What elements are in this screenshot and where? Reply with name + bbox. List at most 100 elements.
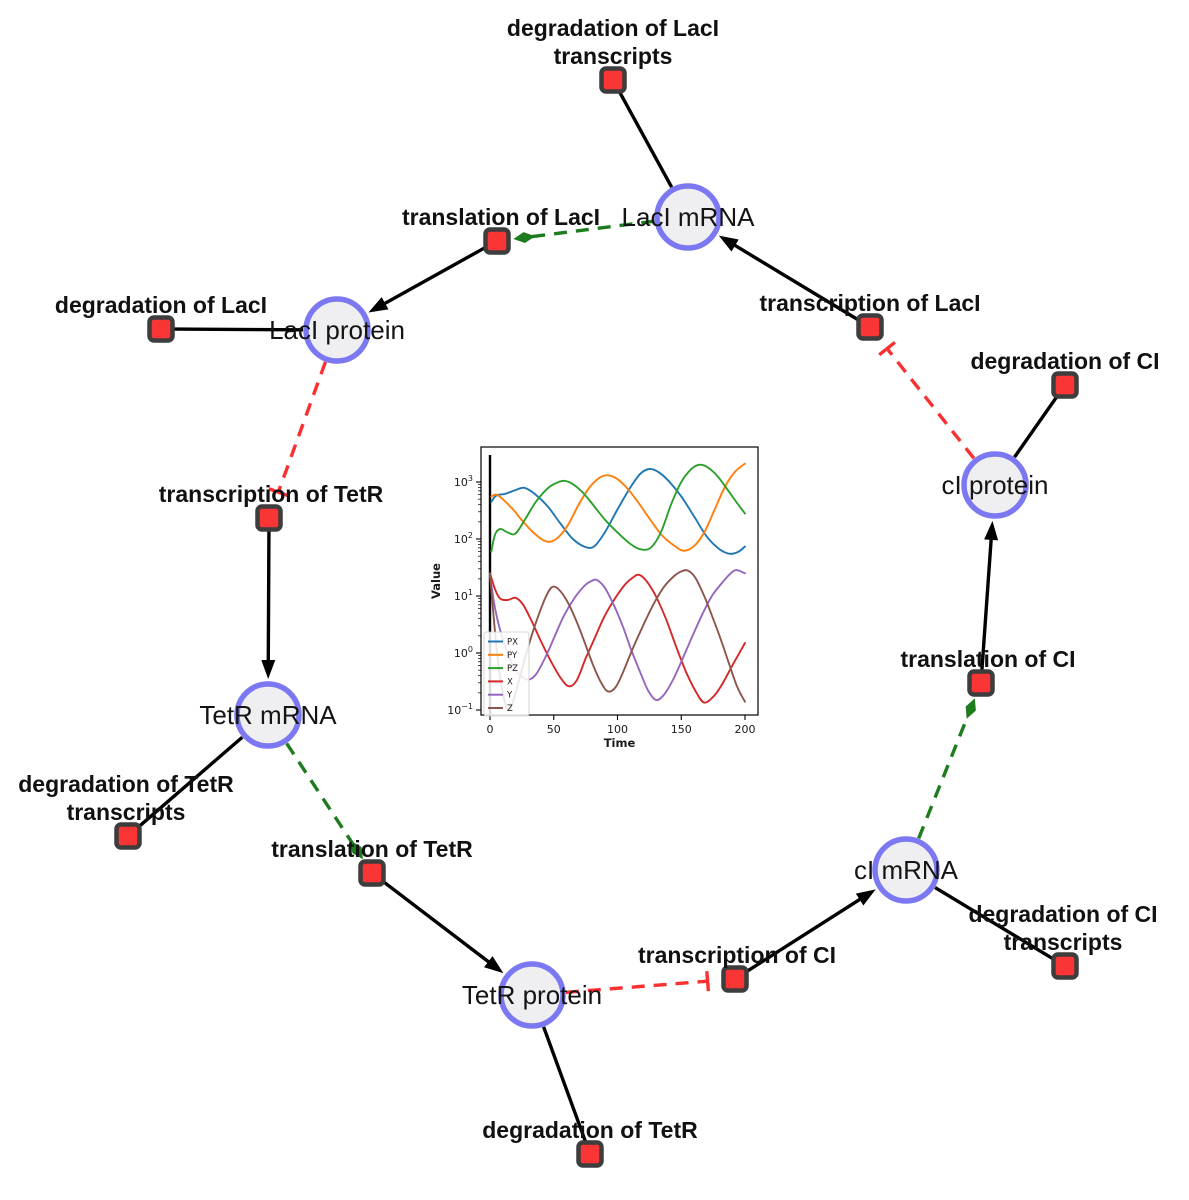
series-PY — [490, 462, 746, 552]
series-PZ — [490, 463, 746, 553]
edge-laci_protein-transc_tetr-inhibition — [268, 361, 328, 498]
species-label-tetr_mrna: TetR mRNA — [199, 700, 337, 730]
legend-label-Y: Y — [506, 691, 513, 701]
arrowhead-icon — [718, 235, 739, 252]
diamond-arrowhead-icon — [965, 698, 976, 719]
reaction-label-deg_tetr: degradation of TetR — [482, 1117, 698, 1143]
diamond-arrowhead-icon — [350, 840, 363, 860]
x-tick-label: 150 — [671, 723, 692, 736]
edge-transc_laci-laci_mrna — [729, 240, 860, 322]
edge-ci_mrna-transl_ci — [917, 714, 970, 840]
edge-laci_mrna-deg_laci_tx — [617, 91, 674, 188]
reaction-label-transc_tetr: transcription of TetR — [159, 481, 384, 507]
arrowhead-icon — [984, 520, 999, 541]
species-label-laci_mrna: LacI mRNA — [622, 202, 756, 232]
reaction-label-deg_laci: degradation of LacI — [55, 292, 267, 318]
reaction-node-deg_tetr[interactable] — [576, 1140, 604, 1168]
edge-transl_tetr-tetr_protein — [381, 879, 495, 967]
edge-ci_protein-transc_laci-inhibition — [878, 341, 976, 460]
edge-tetr_protein-deg_tetr — [542, 1026, 587, 1142]
reaction-label-transc_ci: transcription of CI — [638, 942, 836, 968]
edge-tetr_protein-transc_ci-inhibition — [565, 971, 711, 995]
reaction-node-deg_laci_tx[interactable] — [599, 66, 627, 94]
reaction-label-deg_laci_tx: degradation of LacI — [507, 15, 719, 41]
edge-laci_mrna-transl_laci-modifier — [513, 219, 655, 244]
reaction-label-deg_tetr_tx: degradation of TetR — [18, 771, 234, 797]
inset-chart: 10−1 100 101 102 103 0 50 100 150 200 Time Value PX P… — [428, 440, 774, 764]
edge-ci_mrna-deg_ci_tx — [934, 886, 1055, 961]
diamond-arrowhead-icon — [513, 232, 536, 244]
reaction-label-deg_ci: degradation of CI — [970, 348, 1159, 374]
reaction-node-deg_tetr_tx[interactable] — [114, 822, 142, 850]
edge-tetr_mrna-deg_tetr_tx-consumption — [137, 735, 244, 829]
reaction-node-transl_ci[interactable] — [967, 669, 995, 697]
edges-layer — [137, 91, 1059, 1142]
edge-transl_laci-laci_protein — [378, 246, 487, 308]
reaction-label-deg_tetr_tx: transcripts — [67, 799, 186, 825]
arrowhead-icon — [368, 297, 389, 313]
legend-label-PZ: PZ — [507, 664, 518, 674]
reaction-label-transl_laci: translation of LacI — [402, 204, 600, 230]
arrowhead-icon — [484, 956, 504, 974]
species-label-ci_mrna: cI mRNA — [854, 855, 959, 885]
species-node-ci_mrna[interactable] — [872, 836, 940, 904]
reaction-node-transc_ci[interactable] — [721, 965, 749, 993]
edge-ci_protein-deg_ci — [1013, 395, 1059, 459]
edge-laci_protein-deg_laci — [174, 327, 304, 332]
edge-ci_protein-deg_ci-consumption — [1013, 395, 1059, 459]
legend-label-PX: PX — [507, 638, 518, 648]
labels-layer: LacI mRNA LacI protein TetR mRNA TetR prote… — [18, 15, 1159, 1143]
edge-ci_mrna-deg_ci_tx-consumption — [934, 886, 1055, 961]
reaction-label-deg_laci_tx: transcripts — [554, 43, 673, 69]
species-label-laci_protein: LacI protein — [269, 315, 405, 345]
species-label-tetr_protein: TetR protein — [462, 980, 602, 1010]
edge-transl_tetr-tetr_protein-production — [381, 879, 504, 974]
edge-transc_laci-laci_mrna-production — [718, 235, 860, 322]
reaction-node-transc_laci[interactable] — [856, 313, 884, 341]
nodes-layer — [114, 66, 1079, 1168]
edge-ci_protein-transc_laci — [885, 347, 976, 460]
reaction-label-transl_ci: translation of CI — [900, 646, 1075, 672]
edge-laci_protein-deg_laci-consumption — [174, 327, 304, 332]
species-node-tetr_mrna[interactable] — [234, 681, 302, 749]
edge-transl_ci-ci_protein — [980, 533, 994, 670]
plot-spines — [480, 446, 759, 716]
edge-laci_protein-transc_tetr — [276, 361, 328, 493]
reaction-node-transl_laci[interactable] — [483, 227, 511, 255]
reaction-node-transc_tetr[interactable] — [255, 504, 283, 532]
reaction-node-deg_ci[interactable] — [1051, 371, 1079, 399]
x-tick-label: 100 — [607, 723, 628, 736]
reaction-label-transc_laci: transcription of LacI — [759, 290, 980, 316]
edge-transc_ci-ci_mrna-production — [745, 889, 876, 974]
reaction-node-deg_ci_tx[interactable] — [1051, 952, 1079, 980]
edge-transc_tetr-tetr_mrna-production — [261, 531, 276, 680]
inhibition-tee-icon — [268, 487, 289, 498]
reaction-node-transl_tetr[interactable] — [358, 859, 386, 887]
reaction-label-transl_tetr: translation of TetR — [271, 836, 473, 862]
edge-tetr_mrna-deg_tetr_tx — [137, 735, 244, 829]
edge-tetr_mrna-transl_tetr-modifier — [285, 742, 363, 860]
series-X — [489, 572, 746, 704]
species-node-laci_protein[interactable] — [303, 296, 371, 364]
legend-label-PY: PY — [507, 651, 518, 661]
y-axis-title: Value — [429, 563, 443, 599]
edge-transl_laci-laci_protein-production — [368, 246, 487, 313]
edge-ci_mrna-transl_ci-modifier — [917, 698, 976, 840]
inhibition-tee-icon — [705, 971, 711, 992]
edge-tetr_protein-deg_tetr-consumption — [542, 1026, 587, 1142]
reaction-label-deg_ci_tx: transcripts — [1004, 929, 1123, 955]
arrowhead-icon — [261, 659, 276, 680]
edge-tetr_protein-transc_ci — [565, 979, 708, 995]
edge-transl_ci-ci_protein-production — [980, 520, 999, 670]
species-node-ci_protein[interactable] — [961, 451, 1029, 519]
arrowhead-icon — [855, 889, 876, 906]
x-tick-label: 0 — [487, 723, 494, 736]
reaction-node-deg_laci[interactable] — [147, 315, 175, 343]
x-axis-title: Time — [604, 736, 636, 750]
species-label-ci_protein: cI protein — [942, 470, 1049, 500]
species-node-tetr_protein[interactable] — [498, 961, 566, 1029]
species-node-laci_mrna[interactable] — [654, 183, 722, 251]
